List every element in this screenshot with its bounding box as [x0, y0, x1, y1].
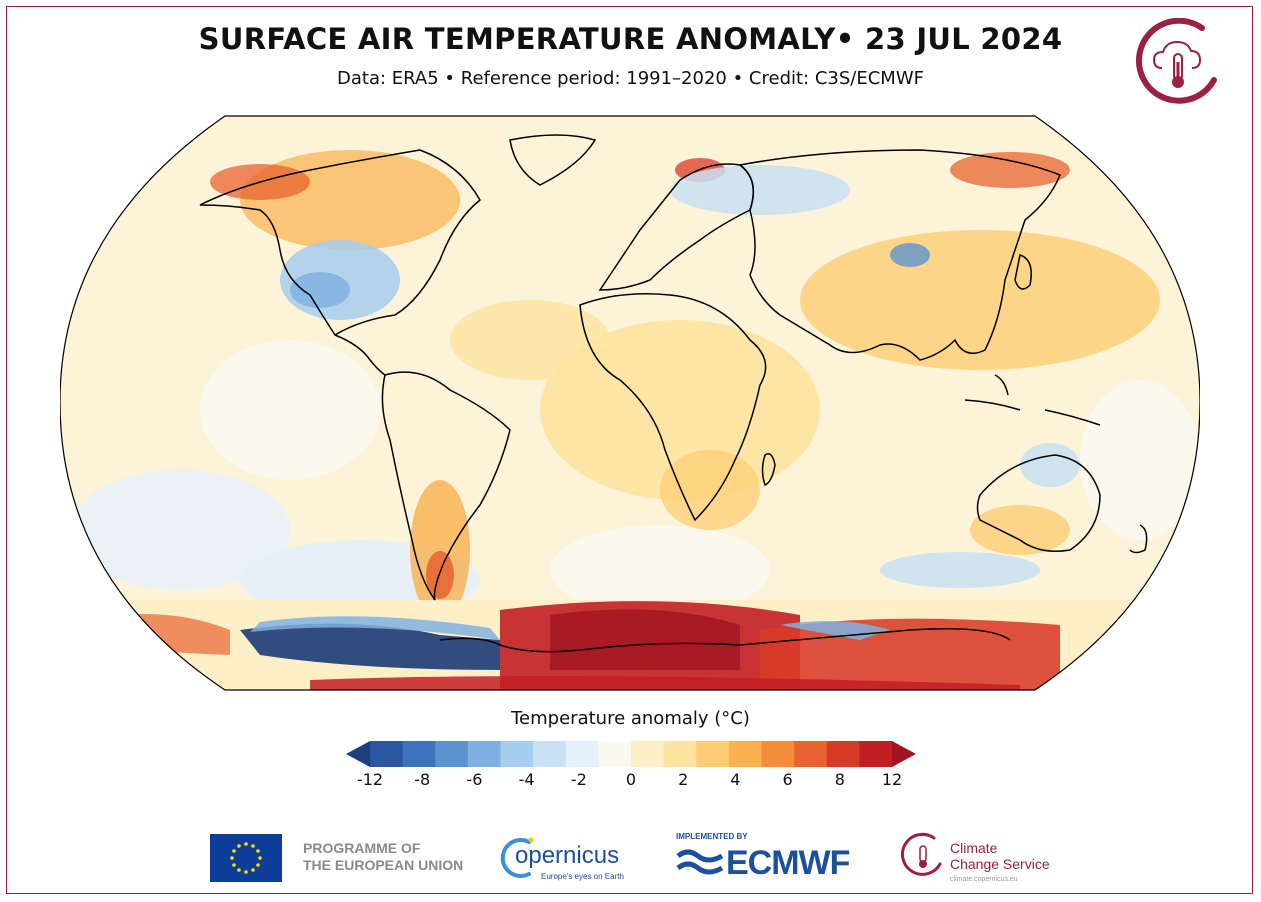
colorbar-tick-label: -8 [414, 770, 431, 789]
copernicus-c-icon [500, 837, 534, 878]
eu-programme-text: PROGRAMME OF THE EUROPEAN UNION [303, 840, 463, 874]
colorbar-tick-label: -4 [518, 770, 535, 789]
c3s-line-1: Climate [950, 840, 998, 856]
colorbar-segment [728, 741, 762, 767]
colorbar-tick-label: 0 [625, 770, 637, 789]
eu-programme-line-1: PROGRAMME OF [303, 840, 421, 856]
colorbar [346, 741, 916, 767]
colorbar-extend-high [892, 741, 916, 767]
colorbar-segment [565, 741, 599, 767]
ecmwf-logo: IMPLEMENTED BY ECMWF [676, 830, 876, 885]
colorbar-segment [533, 741, 567, 767]
anomaly-field [60, 116, 1200, 690]
colorbar-segment [402, 741, 436, 767]
c3s-small-thermometer-icon [901, 832, 942, 876]
colorbar-tick-label: -12 [356, 770, 384, 789]
c3s-logo: Climate Change Service climate.copernicu… [900, 832, 1060, 887]
colorbar-segment [761, 741, 795, 767]
ecmwf-word: ECMWF [726, 844, 850, 882]
colorbar-tick-label: -6 [466, 770, 483, 789]
globe-outline [60, 115, 1200, 691]
colorbar-title: Temperature anomaly (°C) [511, 708, 750, 729]
c3s-thermometer-logo-icon [1135, 18, 1217, 104]
colorbar-tick-label: 2 [678, 770, 689, 789]
figure-frame [6, 6, 1253, 894]
colorbar-tick-label: 8 [834, 770, 845, 789]
page-title: SURFACE AIR TEMPERATURE ANOMALY• 23 JUL … [198, 22, 1063, 56]
eu-programme-line-2: THE EUROPEAN UNION [303, 857, 464, 873]
colorbar-extend-low [346, 741, 370, 767]
colorbar-segment [467, 741, 501, 767]
colorbar-segment [631, 741, 665, 767]
colorbar-tick-label: -2 [570, 770, 587, 789]
eu-flag-icon [210, 834, 282, 882]
colorbar-tick-label: 4 [730, 770, 741, 789]
colorbar-tick-label: 6 [782, 770, 793, 789]
page-subtitle: Data: ERA5 • Reference period: 1991–2020… [337, 68, 924, 89]
colorbar-tick-label: 12 [881, 770, 903, 789]
world-map [60, 115, 1200, 691]
colorbar-segment [370, 741, 404, 767]
ecmwf-waves-icon [676, 849, 724, 875]
colorbar-segment [500, 741, 534, 767]
coastlines [199, 134, 1148, 653]
colorbar-segment [859, 741, 893, 767]
c3s-url: climate.copernicus.eu [950, 876, 1018, 883]
copernicus-word: opernicus [515, 842, 620, 869]
colorbar-segment [794, 741, 828, 767]
colorbar-segment [826, 741, 860, 767]
colorbar-segment [435, 741, 469, 767]
colorbar-segment [598, 741, 632, 767]
c3s-line-2: Change Service [950, 856, 1050, 872]
ecmwf-implemented-by: IMPLEMENTED BY [676, 832, 748, 841]
footer-logos: PROGRAMME OF THE EUROPEAN UNION opernicu… [0, 820, 1261, 890]
colorbar-ticks: -12 -8 -6 -4 -2 0 2 4 6 8 12 [346, 770, 916, 796]
colorbar-segment [663, 741, 697, 767]
colorbar-segment [696, 741, 730, 767]
copernicus-logo: opernicus Europe's eyes on Earth [497, 830, 637, 885]
c3s-text: Climate Change Service [950, 840, 1050, 872]
copernicus-tagline: Europe's eyes on Earth [541, 872, 624, 881]
